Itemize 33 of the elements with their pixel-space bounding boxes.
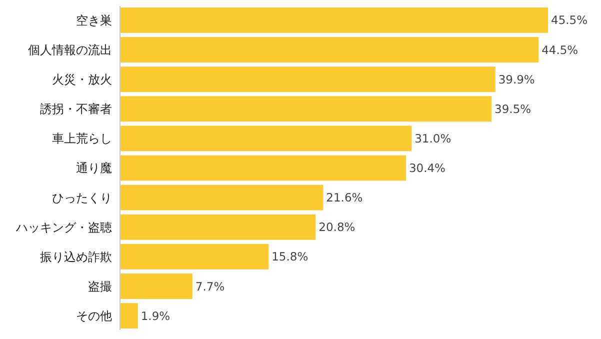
data-label: 45.5% <box>551 13 588 28</box>
bar <box>120 66 496 92</box>
y-tick-label: 盗撮 <box>88 279 112 294</box>
data-label: 31.0% <box>414 131 452 146</box>
data-label: 1.9% <box>140 308 170 323</box>
bar <box>120 274 192 299</box>
data-label: 39.5% <box>494 102 532 116</box>
bar <box>120 214 316 240</box>
data-label: 15.8% <box>272 250 308 264</box>
bar <box>120 155 406 181</box>
data-label: 44.5% <box>542 42 578 57</box>
y-tick-label: 個人情報の流出 <box>28 42 112 57</box>
bar <box>120 37 539 62</box>
data-label: 7.7% <box>195 279 225 294</box>
y-tick-label: 通り魔 <box>76 161 112 176</box>
y-tick-label: 空き巣 <box>76 13 112 28</box>
data-label: 21.6% <box>326 190 363 205</box>
y-tick-label: ハッキング・盗聴 <box>15 220 112 234</box>
bar <box>120 184 324 210</box>
y-tick-label: 誘拐・不審者 <box>40 102 112 116</box>
bar <box>120 126 412 152</box>
bar <box>120 7 548 33</box>
y-tick-label: 火災・放火 <box>52 72 112 87</box>
data-label: 20.8% <box>318 220 356 234</box>
data-label: 39.9% <box>498 72 535 86</box>
bar <box>120 96 492 122</box>
y-tick-label: ひったくり <box>52 190 112 205</box>
data-label: 30.4% <box>408 161 446 176</box>
bar <box>120 244 269 270</box>
bar <box>120 303 138 329</box>
y-tick-label: 振り込め詐欺 <box>40 250 112 264</box>
y-tick-label: 車上荒らし <box>52 132 112 146</box>
y-tick-label: その他 <box>76 309 112 324</box>
